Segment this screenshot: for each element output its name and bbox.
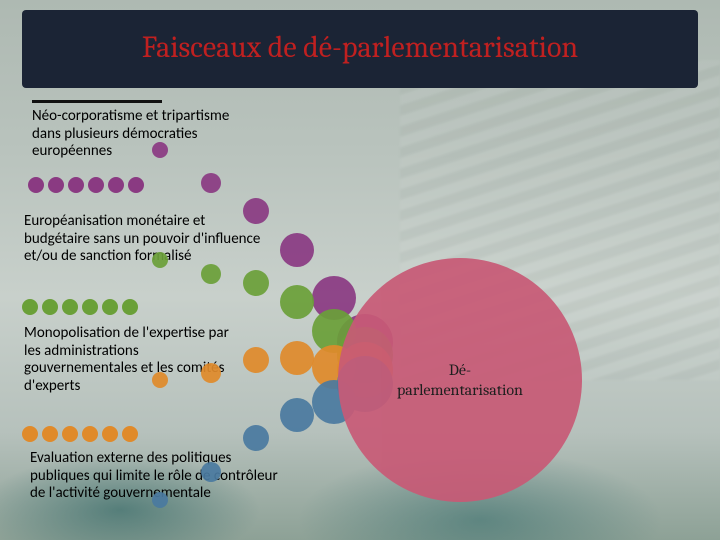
center-label-bottom: parlementarisation [397,380,523,400]
dot [42,426,58,442]
dot [42,299,58,315]
dot [22,299,38,315]
dot [62,426,78,442]
dot [62,299,78,315]
dot [102,426,118,442]
dot [102,299,118,315]
slide-title: Faisceaux de dé-parlementarisation [22,30,698,65]
dot [128,177,144,193]
accent-underline [32,100,162,103]
item-2-text: Européanisation monétaire et budgétaire … [24,213,264,266]
dot [108,177,124,193]
slide-canvas: Faisceaux de dé-parlementarisation Néo-c… [0,0,720,540]
title-bar: Faisceaux de dé-parlementarisation [22,10,698,88]
dot [68,177,84,193]
center-label-top: Dé- [397,360,523,380]
item-2-dots [22,299,138,315]
item-4-text: Evaluation externe des politiques publiq… [30,450,280,503]
item-3-dots [22,426,138,442]
dot [122,426,138,442]
dot [82,426,98,442]
dot [122,299,138,315]
item-3-text: Monopolisation de l'expertise par les ad… [24,325,234,396]
dot [82,299,98,315]
dot [22,426,38,442]
center-label: Dé- parlementarisation [397,360,523,400]
dot [28,177,44,193]
item-1-text: Néo-corporatisme et tripartisme dans plu… [32,108,242,161]
dot [88,177,104,193]
dot [48,177,64,193]
item-1-dots [28,177,144,193]
center-circle: Dé- parlementarisation [338,258,582,502]
